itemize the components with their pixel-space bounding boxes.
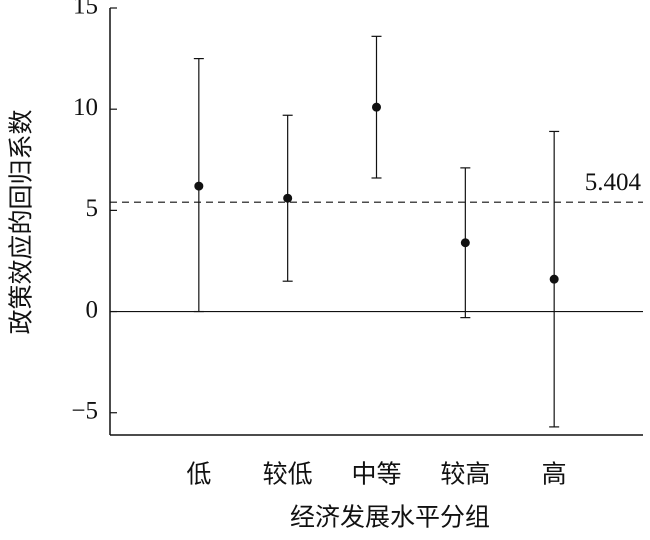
y-tick-label: 5 [86,195,99,222]
point [194,181,204,191]
y-tick-label: 10 [73,94,98,121]
y-tick-label: 15 [73,0,98,20]
x-tick-label: 中等 [351,461,401,489]
y-tick-label: −5 [71,397,98,424]
point [283,193,293,203]
x-axis-label: 经济发展水平分组 [290,504,490,532]
point [549,274,559,284]
reference-label: 5.404 [585,169,642,196]
x-tick-label: 较高 [440,461,490,489]
point [372,102,381,112]
x-tick-label: 低 [186,461,211,489]
x-tick-label: 高 [542,461,567,489]
y-tick-label: 0 [86,296,99,323]
y-axis-label: 政策效应的回归系数 [8,109,36,334]
x-tick-label: 较低 [263,461,313,489]
point [460,238,470,248]
